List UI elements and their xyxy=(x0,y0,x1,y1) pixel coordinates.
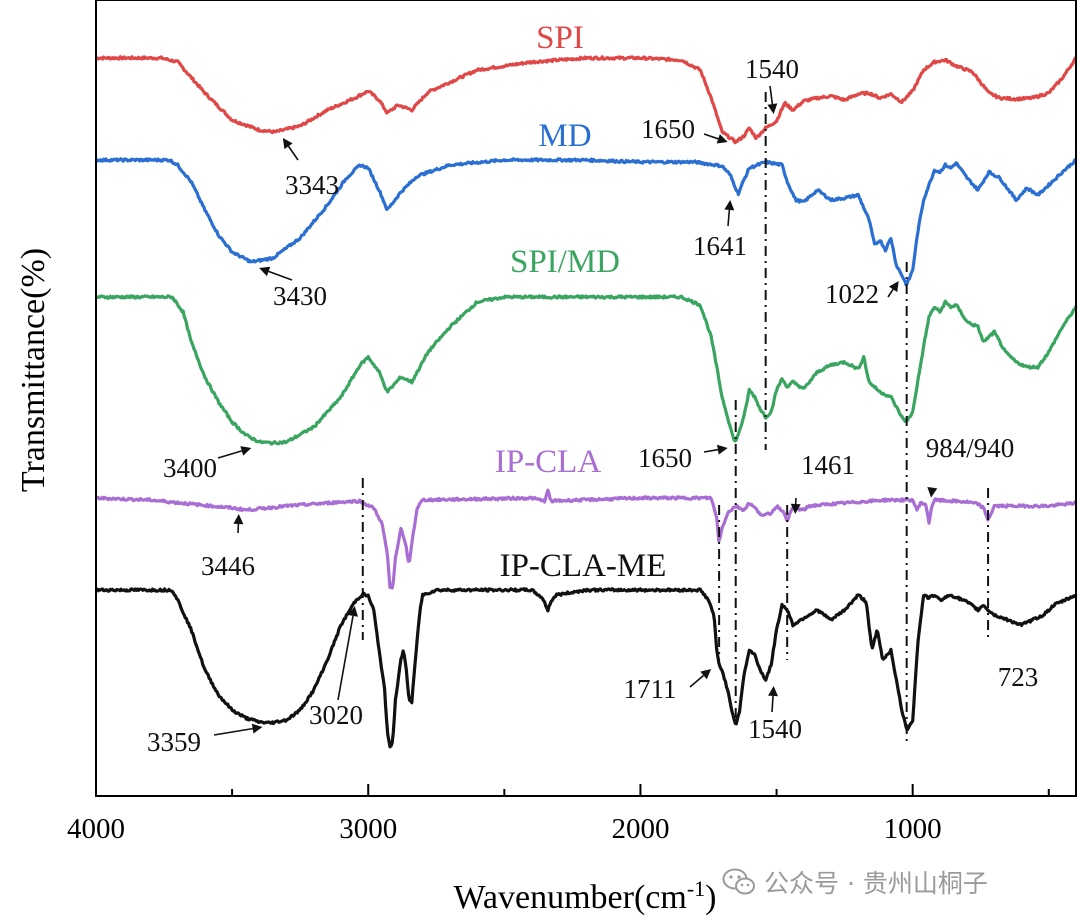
plot-frame xyxy=(95,0,1077,797)
peak-arrowhead-spi-3343 xyxy=(282,138,293,150)
peak-arrowhead-ip-cla-me-1540 xyxy=(768,686,779,697)
peak-arrowhead-md-1022 xyxy=(888,281,899,293)
peak-arrowhead-spi-1650 xyxy=(716,134,728,144)
wechat-icon xyxy=(722,868,755,895)
peak-label-md-1641: 1641 xyxy=(693,231,747,261)
peak-arrowhead-ip-cla-1461 xyxy=(790,503,801,514)
peak-arrow-spi-md-3400 xyxy=(217,450,242,459)
peak-label-ip-cla-me-3020: 3020 xyxy=(309,700,363,730)
x-axis: 4000 3000 2000 1000 xyxy=(67,784,1050,845)
series-line-ip-cla xyxy=(95,488,1078,590)
series-name-md: MD xyxy=(538,118,591,154)
peak-arrow-md-1022 xyxy=(887,288,894,298)
y-axis-label: Transmittance(%) xyxy=(15,248,52,492)
peak-arrow-spi-1540 xyxy=(769,85,774,105)
peak-arrowhead-ip-cla-me-3359 xyxy=(251,723,263,734)
peak-arrow-ip-cla-me-1540 xyxy=(771,695,774,713)
series-name-ip-cla: IP-CLA xyxy=(495,444,602,480)
peak-arrowhead-md-1641 xyxy=(724,200,735,211)
peak-arrow-ip-cla-me-1711 xyxy=(689,674,705,688)
peak-label-ip-cla-3446: 3446 xyxy=(201,551,255,581)
series-name-ip-cla-me: IP-CLA-ME xyxy=(500,548,667,584)
series-layer xyxy=(94,55,1078,749)
peak-arrowhead-ip-cla-me-1711 xyxy=(700,669,712,680)
peak-label-spi-md-3400: 3400 xyxy=(163,453,217,483)
peak-label-spi-1650: 1650 xyxy=(641,114,695,144)
series-line-spi xyxy=(95,55,1078,145)
peak-label-md-3430: 3430 xyxy=(273,281,327,311)
peak-arrowhead-ip-cla-me-3020 xyxy=(348,606,358,617)
peak-arrowhead-spi-md-3400 xyxy=(240,446,252,456)
series-name-spi: SPI xyxy=(536,20,584,56)
series-line-ip-cla-me xyxy=(94,587,1078,749)
peak-arrowhead-ip-cla-984-940 xyxy=(927,487,938,498)
peak-arrow-ip-cla-me-3359 xyxy=(213,727,253,736)
peak-label-md-1022: 1022 xyxy=(825,279,879,309)
guide-lines xyxy=(361,92,990,745)
peak-arrow-spi-md-1650 xyxy=(703,448,718,453)
peak-label-spi-1540: 1540 xyxy=(745,54,799,84)
x-tick-label-1000: 1000 xyxy=(884,813,942,845)
peak-arrowhead-spi-md-1650 xyxy=(717,444,728,455)
peak-arrow-spi-3343 xyxy=(287,145,299,161)
peak-arrowhead-ip-cla-3446 xyxy=(233,514,244,525)
series-line-spi-md xyxy=(94,294,1078,446)
peak-arrow-md-3430 xyxy=(268,270,293,281)
x-tick-label-2000: 2000 xyxy=(611,813,669,845)
series-name-spi-md: SPI/MD xyxy=(510,244,620,280)
peak-label-ip-cla-1461: 1461 xyxy=(801,450,855,480)
peak-arrowhead-spi-1540 xyxy=(767,103,778,114)
watermark: 公众号 · 贵州山桐子 xyxy=(722,862,988,902)
series-line-md xyxy=(94,157,1077,287)
annotations: SPI MD SPI/MD IP-CLA IP-CLA-ME 3343 1650 1540 34… xyxy=(147,20,1038,757)
peak-label-spi-3343: 3343 xyxy=(285,170,339,200)
watermark-text: 公众号 · 贵州山桐子 xyxy=(764,869,988,898)
peak-label-ip-cla-984-940: 984/940 xyxy=(926,433,1015,463)
peak-arrow-md-1641 xyxy=(727,209,731,227)
peak-label-ip-cla-me-3359: 3359 xyxy=(147,727,201,757)
peak-label-ip-cla-me-1540: 1540 xyxy=(748,714,802,744)
peak-label-ip-cla-me-723: 723 xyxy=(998,662,1039,692)
peak-label-spi-md-1650: 1650 xyxy=(638,443,692,473)
x-tick-label-4000: 4000 xyxy=(67,813,125,845)
peak-arrowhead-md-3430 xyxy=(259,266,271,277)
x-axis-label: Wavenumber(cm-1) xyxy=(454,876,717,916)
peak-arrow-spi-1650 xyxy=(703,133,719,140)
x-tick-label-3000: 3000 xyxy=(339,813,397,845)
peak-arrow-ip-cla-me-3020 xyxy=(337,615,354,701)
peak-label-ip-cla-me-1711: 1711 xyxy=(624,674,677,704)
